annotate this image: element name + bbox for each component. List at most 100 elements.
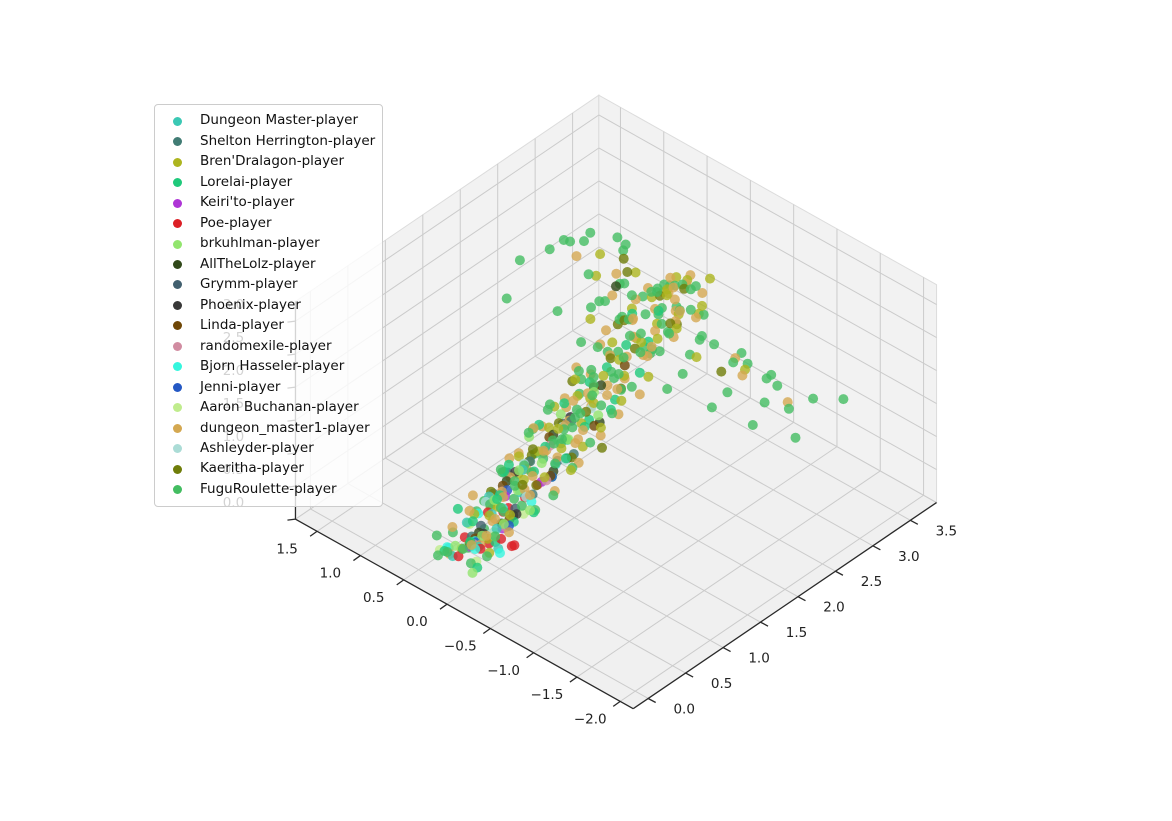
scatter-point (665, 272, 676, 283)
legend-label: Kaeritha-player (200, 460, 304, 477)
legend-label: Aaron Buchanan-player (200, 399, 359, 416)
legend-item: Jenni-player (166, 377, 372, 397)
scatter-point (652, 333, 663, 344)
legend-marker-icon (173, 239, 182, 249)
scatter-point (608, 373, 619, 384)
scatter-point (453, 551, 464, 562)
scatter-point (514, 255, 525, 266)
scatter-point (523, 427, 534, 438)
scatter-point (598, 370, 609, 381)
scatter-point (482, 551, 492, 562)
scatter-point (838, 394, 849, 405)
scatter-point (578, 425, 588, 436)
scatter-point (450, 540, 461, 551)
scatter-point (495, 464, 506, 475)
legend-label: Ashleyder-player (200, 439, 314, 456)
scatter-point (790, 432, 801, 443)
scatter-point (525, 490, 535, 501)
scatter-point (596, 400, 607, 411)
scatter-point (709, 339, 720, 350)
scatter-point (467, 567, 478, 578)
scatter-point (635, 347, 646, 358)
legend-label: Bjorn Hasseler-player (200, 358, 345, 375)
legend-marker-icon (173, 157, 182, 167)
scatter-point (531, 480, 542, 491)
scatter-point (561, 453, 571, 464)
scatter-point (467, 516, 478, 527)
legend-label: randomexile-player (200, 337, 332, 354)
scatter-point (466, 540, 477, 550)
scatter-point (548, 438, 559, 449)
scatter-point (433, 550, 443, 561)
scatter-point (626, 290, 637, 301)
scatter-point (575, 408, 586, 419)
legend-marker-icon (173, 178, 182, 188)
x-tick-label: 0.5 (363, 590, 384, 606)
scatter-point (698, 309, 709, 320)
scatter-point (607, 337, 618, 348)
scatter-point (568, 395, 579, 406)
legend-marker-icon (173, 321, 182, 331)
scatter-point (661, 290, 672, 301)
legend-marker-icon (173, 444, 182, 454)
scatter-point (761, 373, 772, 384)
scatter-point (640, 309, 651, 320)
x-axis-line (295, 518, 634, 710)
scatter-point (516, 500, 527, 511)
scatter-point (634, 367, 645, 378)
scatter-point (656, 318, 667, 329)
legend-marker-icon (173, 116, 182, 126)
scatter-point (490, 514, 501, 524)
legend-item: Linda-player (166, 316, 372, 336)
legend-label: Keiri'to-player (200, 194, 295, 211)
x-tick-label: 1.0 (320, 566, 341, 582)
scatter-point (685, 304, 696, 315)
y-tick-label: 1.0 (748, 651, 769, 667)
legend-marker-icon (173, 219, 182, 229)
y-tick-label: 2.0 (823, 600, 844, 616)
legend-item: brkuhlman-player (166, 234, 372, 254)
y-axis-line (632, 501, 937, 710)
scatter-point (705, 273, 715, 284)
legend-marker-icon (173, 198, 182, 208)
scatter-point (492, 494, 503, 505)
scatter-point (556, 443, 567, 454)
scatter-point (737, 370, 748, 381)
scatter-point (653, 305, 664, 316)
scatter-point (442, 547, 453, 557)
grid-bottom (310, 324, 924, 702)
legend-marker-icon (173, 137, 182, 147)
scatter-point (597, 442, 607, 453)
scatter-point (636, 337, 647, 348)
scatter-point (619, 360, 630, 371)
scatter-point (626, 381, 637, 392)
legend-item: AllTheLolz-player (166, 254, 372, 274)
scatter-point (509, 540, 520, 551)
scatter-point (536, 458, 547, 469)
scatter-point (552, 306, 563, 317)
scatter-point (525, 505, 535, 516)
scatter-point (697, 300, 707, 311)
scatter-point (607, 290, 618, 301)
scatter-point (706, 402, 717, 413)
legend-marker-icon (173, 300, 182, 310)
scatter-point (630, 267, 641, 278)
legend-label: dungeon_master1-player (200, 419, 370, 436)
scatter-point (685, 284, 696, 295)
scatter-point (601, 325, 611, 336)
scatter-point (542, 404, 553, 415)
scatter-point (585, 314, 596, 324)
scatter-point (591, 270, 602, 281)
legend: Dungeon Master-player Shelton Herrington-… (154, 104, 383, 507)
scatter-point (503, 459, 514, 470)
scatter-point (747, 420, 758, 430)
scatter-point (539, 472, 550, 483)
scatter-point (467, 490, 478, 501)
scatter-point (697, 288, 708, 298)
scatter-point (457, 544, 468, 554)
legend-marker-icon (173, 362, 182, 372)
scatter-point (664, 328, 675, 339)
scatter-point (677, 368, 688, 379)
scatter-point (622, 267, 633, 277)
